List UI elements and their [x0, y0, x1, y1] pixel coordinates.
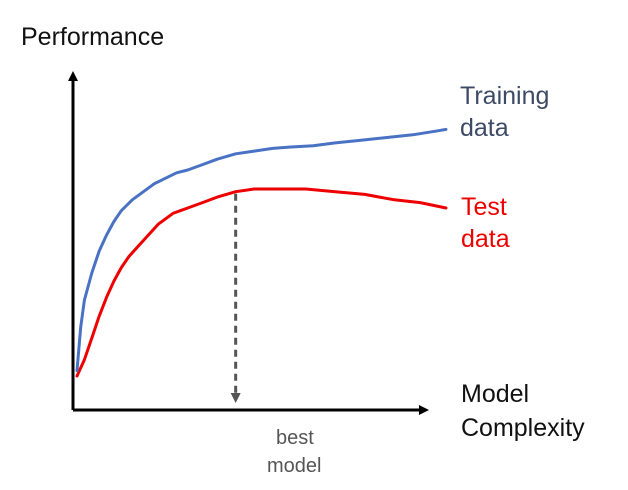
test-data-line	[75, 187, 448, 378]
x-axis-label: Complexity	[461, 414, 585, 442]
training-data-line	[75, 127, 448, 373]
y-axis-label: Performance	[21, 23, 165, 51]
best-model-label: model	[267, 455, 322, 477]
legend-training-label: data	[460, 114, 509, 142]
best-model-label: best	[276, 427, 314, 449]
legend-test-label: data	[461, 225, 510, 253]
x-axis-label: Model	[461, 380, 530, 408]
legend-training-label: Training	[460, 82, 550, 110]
legend-test-label: Test	[461, 193, 507, 221]
